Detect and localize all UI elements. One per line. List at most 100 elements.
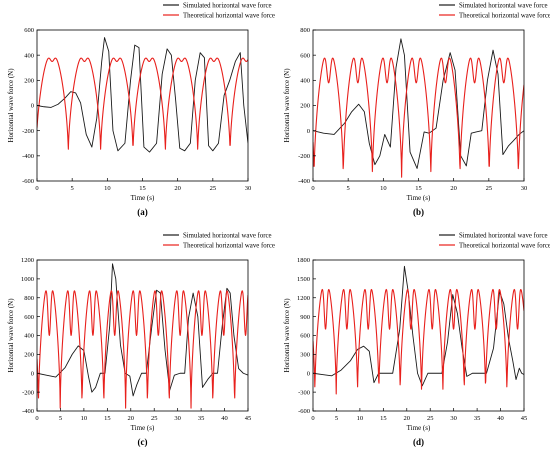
x-tick-label: 5 <box>335 415 338 422</box>
simulated-force-line <box>313 38 524 169</box>
x-tick-label: 35 <box>474 415 481 422</box>
x-tick-label: 45 <box>521 415 528 422</box>
y-tick-label: -600 <box>22 178 34 185</box>
y-tick-label: 1500 <box>297 276 310 283</box>
x-tick-label: 30 <box>450 415 457 422</box>
theoretical-force-line <box>313 57 524 178</box>
y-tick-label: 600 <box>24 314 34 321</box>
x-axis-title: Time (s) <box>131 194 155 202</box>
x-tick-label: 25 <box>151 415 158 422</box>
y-tick-label: 1200 <box>297 295 310 302</box>
x-tick-label: 15 <box>415 185 422 192</box>
simulated-force-line <box>37 37 248 153</box>
y-tick-label: -400 <box>22 408 34 415</box>
x-tick-label: 0 <box>35 415 38 422</box>
y-tick-label: 0 <box>31 370 34 377</box>
y-tick-label: -200 <box>298 153 310 160</box>
x-tick-label: 25 <box>210 185 217 192</box>
x-tick-label: 0 <box>311 415 314 422</box>
x-tick-label: 10 <box>380 185 387 192</box>
y-axis-title: Horizontal wave force (N) <box>283 68 291 143</box>
y-tick-label: -200 <box>22 389 34 396</box>
x-tick-label: 30 <box>245 185 252 192</box>
x-tick-label: 15 <box>104 415 111 422</box>
series-group <box>313 38 524 178</box>
series-group <box>313 265 524 395</box>
y-axis-title: Horizontal wave force (N) <box>7 298 15 373</box>
x-axis-title: Time (s) <box>407 194 431 202</box>
y-tick-label: -300 <box>298 389 310 396</box>
y-tick-label: 1200 <box>21 257 34 264</box>
legend-label: Theoretical horizontal wave force <box>183 243 275 250</box>
x-tick-label: 20 <box>404 415 411 422</box>
y-tick-label: -600 <box>298 408 310 415</box>
y-tick-label: 1800 <box>297 257 310 264</box>
x-axis-title: Time (s) <box>131 424 155 432</box>
x-tick-label: 20 <box>128 415 135 422</box>
y-tick-label: 0 <box>307 370 310 377</box>
x-tick-label: 10 <box>81 415 88 422</box>
y-tick-label: 400 <box>24 333 34 340</box>
simulated-force-line <box>313 265 524 387</box>
chart-panel-c: 0 5 10 15 20 25 30 35 40 45 -400 -200 0 200 400 600 800 1… <box>7 233 275 448</box>
x-tick-label: 0 <box>35 185 38 192</box>
y-tick-label: 300 <box>300 352 310 359</box>
y-tick-label: -200 <box>22 128 34 135</box>
y-tick-label: 0 <box>31 103 34 110</box>
y-tick-label: 0 <box>307 128 310 135</box>
x-tick-label: 30 <box>521 185 528 192</box>
chart-panel-b: 0 5 10 15 20 25 30 -400 -200 0 200 400 600 800 Time (s… <box>283 3 550 218</box>
plot-frame <box>312 259 525 412</box>
y-tick-label: 200 <box>24 352 34 359</box>
theoretical-force-line <box>313 288 524 395</box>
plot-frame <box>36 259 249 412</box>
chart-panel-a: 0 5 10 15 20 25 30 -600 -400 -200 0 200 400 600 Time (… <box>7 3 275 218</box>
x-tick-label: 25 <box>486 185 493 192</box>
y-tick-label: 600 <box>300 333 310 340</box>
y-axis-title: Horizontal wave force (N) <box>283 298 291 373</box>
x-tick-label: 45 <box>245 415 252 422</box>
panel-label: (d) <box>413 437 424 447</box>
legend-label: Simulated horizontal wave force <box>183 3 272 10</box>
y-tick-label: 200 <box>300 103 310 110</box>
legend-label: Theoretical horizontal wave force <box>183 13 275 20</box>
plot-frame <box>36 29 249 182</box>
x-tick-label: 5 <box>347 185 350 192</box>
legend-label: Simulated horizontal wave force <box>459 233 548 240</box>
theoretical-force-line <box>37 290 248 409</box>
x-tick-label: 20 <box>450 185 457 192</box>
y-tick-label: 800 <box>300 27 310 34</box>
y-tick-label: 900 <box>300 314 310 321</box>
x-tick-label: 40 <box>497 415 504 422</box>
panel-label: (b) <box>413 207 424 217</box>
legend-label: Theoretical horizontal wave force <box>459 243 550 250</box>
y-tick-label: -400 <box>22 153 34 160</box>
legend-label: Simulated horizontal wave force <box>183 233 272 240</box>
x-tick-label: 15 <box>380 415 387 422</box>
x-tick-label: 5 <box>71 185 74 192</box>
x-tick-label: 5 <box>59 415 62 422</box>
y-tick-label: 800 <box>24 295 34 302</box>
y-tick-label: 600 <box>24 27 34 34</box>
x-tick-label: 20 <box>174 185 181 192</box>
x-tick-label: 25 <box>427 415 434 422</box>
y-tick-label: 600 <box>300 52 310 59</box>
x-tick-label: 0 <box>311 185 314 192</box>
x-axis-title: Time (s) <box>407 424 431 432</box>
theoretical-force-line <box>37 57 248 150</box>
x-tick-label: 30 <box>174 415 181 422</box>
y-tick-label: -400 <box>298 178 310 185</box>
series-group <box>37 37 248 153</box>
panel-label: (a) <box>137 207 148 217</box>
panel-label: (c) <box>138 437 148 447</box>
x-tick-label: 10 <box>104 185 111 192</box>
x-tick-label: 15 <box>139 185 146 192</box>
y-tick-label: 1000 <box>21 276 34 283</box>
x-tick-label: 35 <box>198 415 205 422</box>
legend-label: Simulated horizontal wave force <box>459 3 548 10</box>
y-tick-label: 200 <box>24 78 34 85</box>
legend-label: Theoretical horizontal wave force <box>459 13 550 20</box>
y-tick-label: 400 <box>24 52 34 59</box>
y-tick-label: 400 <box>300 78 310 85</box>
